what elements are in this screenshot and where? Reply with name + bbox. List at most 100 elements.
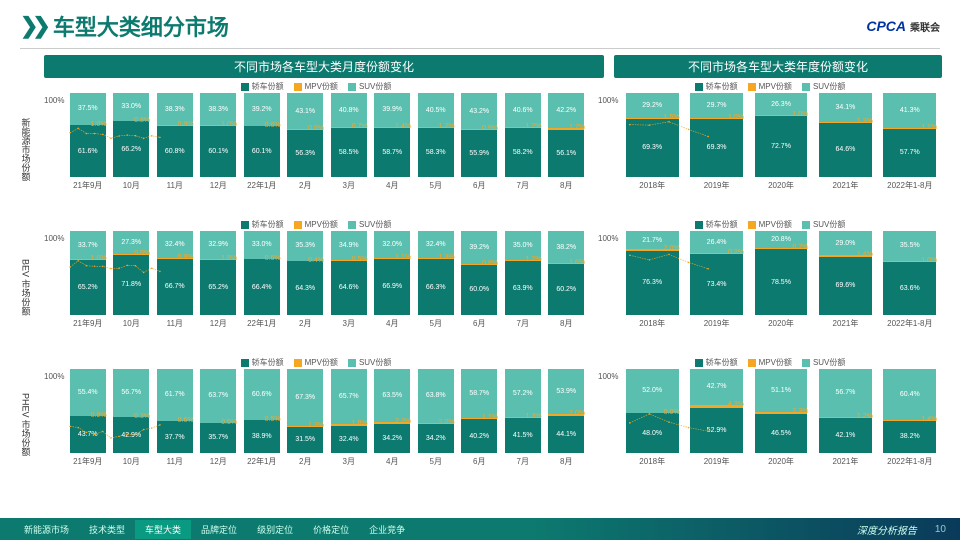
bar-stack: 53.9% 2.0% 44.1% <box>548 369 584 453</box>
seg-sedan: 76.3% <box>626 251 679 315</box>
bar-stack: 63.5% 2.3% 34.2% <box>374 369 410 453</box>
x-label: 2018年 <box>639 318 665 329</box>
bar-col: 41.3% 1.1% 57.7% 2022年1-8月 <box>878 93 942 191</box>
seg-sedan: 61.6% <box>70 125 106 177</box>
footer-tab[interactable]: 车型大类 <box>135 520 191 539</box>
bar-col: 56.7% 0.3% 42.9% 10月 <box>110 369 154 467</box>
bar-col: 38.2% 1.6% 60.2% 8月 <box>545 231 589 329</box>
y-axis-label: 100% <box>44 372 64 381</box>
bar-col: 42.2% 1.7% 56.1% 8月 <box>545 93 589 191</box>
x-label: 3月 <box>343 456 355 467</box>
x-label: 6月 <box>473 318 485 329</box>
seg-sedan: 43.7% <box>70 416 106 453</box>
bar-stack: 65.7% 1.8% 32.4% <box>331 369 367 453</box>
bar-col: 39.2% 0.6% 60.1% 22年1月 <box>240 93 284 191</box>
chart-row: PHEV 市场份额 轿车份额 MPV份额 SUV份额 100% 55.4% 0.… <box>18 356 942 494</box>
bars: 29.2% 1.5% 69.3% 2018年 29.7% 1.0% 69.3% … <box>620 93 942 191</box>
bar-col: 29.7% 1.0% 69.3% 2019年 <box>684 93 748 191</box>
bar-stack: 41.3% 1.1% 57.7% <box>883 93 936 177</box>
seg-sedan: 32.4% <box>331 426 367 453</box>
x-label: 10月 <box>123 456 140 467</box>
seg-suv: 60.4% <box>883 369 936 420</box>
bars: 37.5% 1.0% 61.6% 21年9月 33.0% 0.8% 66.2% … <box>66 93 588 191</box>
bar-col: 57.2% 1.3% 41.5% 7月 <box>501 369 545 467</box>
bar-col: 40.5% 1.2% 58.3% 5月 <box>414 93 458 191</box>
x-label: 3月 <box>343 318 355 329</box>
panel-titles: 不同市场各车型大类月度份额变化 不同市场各车型大类年度份额变化 <box>18 55 942 78</box>
x-label: 2018年 <box>639 180 665 191</box>
bar-col: 29.2% 1.5% 69.3% 2018年 <box>620 93 684 191</box>
seg-sedan: 64.6% <box>819 123 872 177</box>
y-axis-label: 100% <box>598 96 618 105</box>
x-label: 2021年 <box>833 456 859 467</box>
bar-stack: 35.0% 1.2% 63.9% <box>505 231 541 315</box>
seg-suv: 61.7% <box>157 369 193 421</box>
seg-sedan: 58.5% <box>331 128 367 177</box>
bar-stack: 21.7% 2.0% 76.3% <box>626 231 679 315</box>
bar-col: 43.1% 0.6% 56.3% 2月 <box>284 93 328 191</box>
bar-stack: 35.3% 0.4% 64.3% <box>287 231 323 315</box>
bar-stack: 39.2% 0.8% 60.0% <box>461 231 497 315</box>
seg-sedan: 65.2% <box>200 260 236 315</box>
seg-sedan: 42.9% <box>113 417 149 453</box>
footer-tab[interactable]: 企业竞争 <box>359 520 415 539</box>
x-label: 2月 <box>299 456 311 467</box>
page-title: 车型大类细分市场 <box>53 10 229 42</box>
bar-stack: 37.5% 1.0% 61.6% <box>70 93 106 177</box>
seg-suv: 63.7% <box>200 369 236 423</box>
seg-suv: 53.9% <box>548 369 584 414</box>
seg-sedan: 40.2% <box>461 419 497 453</box>
bar-col: 35.0% 1.2% 63.9% 7月 <box>501 231 545 329</box>
seg-sedan: 69.3% <box>626 119 679 177</box>
bar-col: 29.0% 1.4% 69.6% 2021年 <box>813 231 877 329</box>
bar-col: 37.5% 1.0% 61.6% 21年9月 <box>66 93 110 191</box>
seg-suv: 58.7% <box>461 369 497 418</box>
bar-col: 33.0% 0.8% 66.2% 10月 <box>110 93 154 191</box>
bar-col: 60.6% 0.5% 38.9% 22年1月 <box>240 369 284 467</box>
legend: 轿车份额 MPV份额 SUV份额 <box>44 80 588 93</box>
bar-stack: 52.0% 0.0% 48.0% <box>626 369 679 453</box>
seg-suv: 51.1% <box>755 369 808 412</box>
chart-left: 轿车份额 MPV份额 SUV份额 100% 37.5% 1.0% 61.6% 2… <box>44 80 588 218</box>
logo-sub: 乘联会 <box>910 19 940 34</box>
footer-tab[interactable]: 品牌定位 <box>191 520 247 539</box>
logo: CPCA 乘联会 <box>866 18 940 34</box>
x-label: 4月 <box>386 456 398 467</box>
bar-col: 52.0% 0.0% 48.0% 2018年 <box>620 369 684 467</box>
seg-sedan: 69.6% <box>819 257 872 315</box>
bar-col: 34.1% 1.3% 64.6% 2021年 <box>813 93 877 191</box>
footer-tab[interactable]: 级别定位 <box>247 520 303 539</box>
divider <box>20 48 940 49</box>
seg-sedan: 60.1% <box>200 126 236 177</box>
bar-stack: 58.7% 1.1% 40.2% <box>461 369 497 453</box>
row-label: BEV 市场份额 <box>18 218 34 356</box>
footer-tab[interactable]: 技术类型 <box>79 520 135 539</box>
chart-row: 新能源市场份额 轿车份额 MPV份额 SUV份额 100% 37.5% 1.0%… <box>18 80 942 218</box>
bar-stack: 32.9% 1.8% 65.2% <box>200 231 236 315</box>
seg-sedan: 78.5% <box>755 249 808 315</box>
bar-stack: 42.7% 4.3% 52.9% <box>690 369 743 453</box>
x-label: 21年9月 <box>73 180 102 191</box>
bar-stack: 60.4% 1.4% 38.2% <box>883 369 936 453</box>
seg-sedan: 72.7% <box>755 116 808 177</box>
x-label: 3月 <box>343 180 355 191</box>
seg-sedan: 71.8% <box>113 255 149 315</box>
bars: 52.0% 0.0% 48.0% 2018年 42.7% 4.3% 52.9% … <box>620 369 942 467</box>
bar-col: 32.0% 1.1% 66.9% 4月 <box>371 231 415 329</box>
bar-col: 33.0% 0.6% 66.4% 22年1月 <box>240 231 284 329</box>
x-label: 2021年 <box>833 180 859 191</box>
seg-suv: 65.7% <box>331 369 367 424</box>
panel-title-yearly: 不同市场各车型大类年度份额变化 <box>614 55 942 78</box>
x-label: 2020年 <box>768 180 794 191</box>
bar-stack: 43.2% 0.9% 55.9% <box>461 93 497 177</box>
chart-right: 轿车份额 MPV份额 SUV份额 100% 52.0% 0.0% 48.0% 2… <box>598 356 942 494</box>
bar-stack: 55.4% 0.9% 43.7% <box>70 369 106 453</box>
x-label: 2022年1-8月 <box>887 456 932 467</box>
seg-sedan: 35.7% <box>200 423 236 453</box>
bar-col: 35.5% 1.0% 63.6% 2022年1-8月 <box>878 231 942 329</box>
header: ❯❯ 车型大类细分市场 CPCA 乘联会 <box>0 0 960 46</box>
bar-col: 58.7% 1.1% 40.2% 6月 <box>458 369 502 467</box>
footer-tab[interactable]: 新能源市场 <box>14 520 79 539</box>
seg-suv: 63.5% <box>374 369 410 422</box>
footer-tab[interactable]: 价格定位 <box>303 520 359 539</box>
